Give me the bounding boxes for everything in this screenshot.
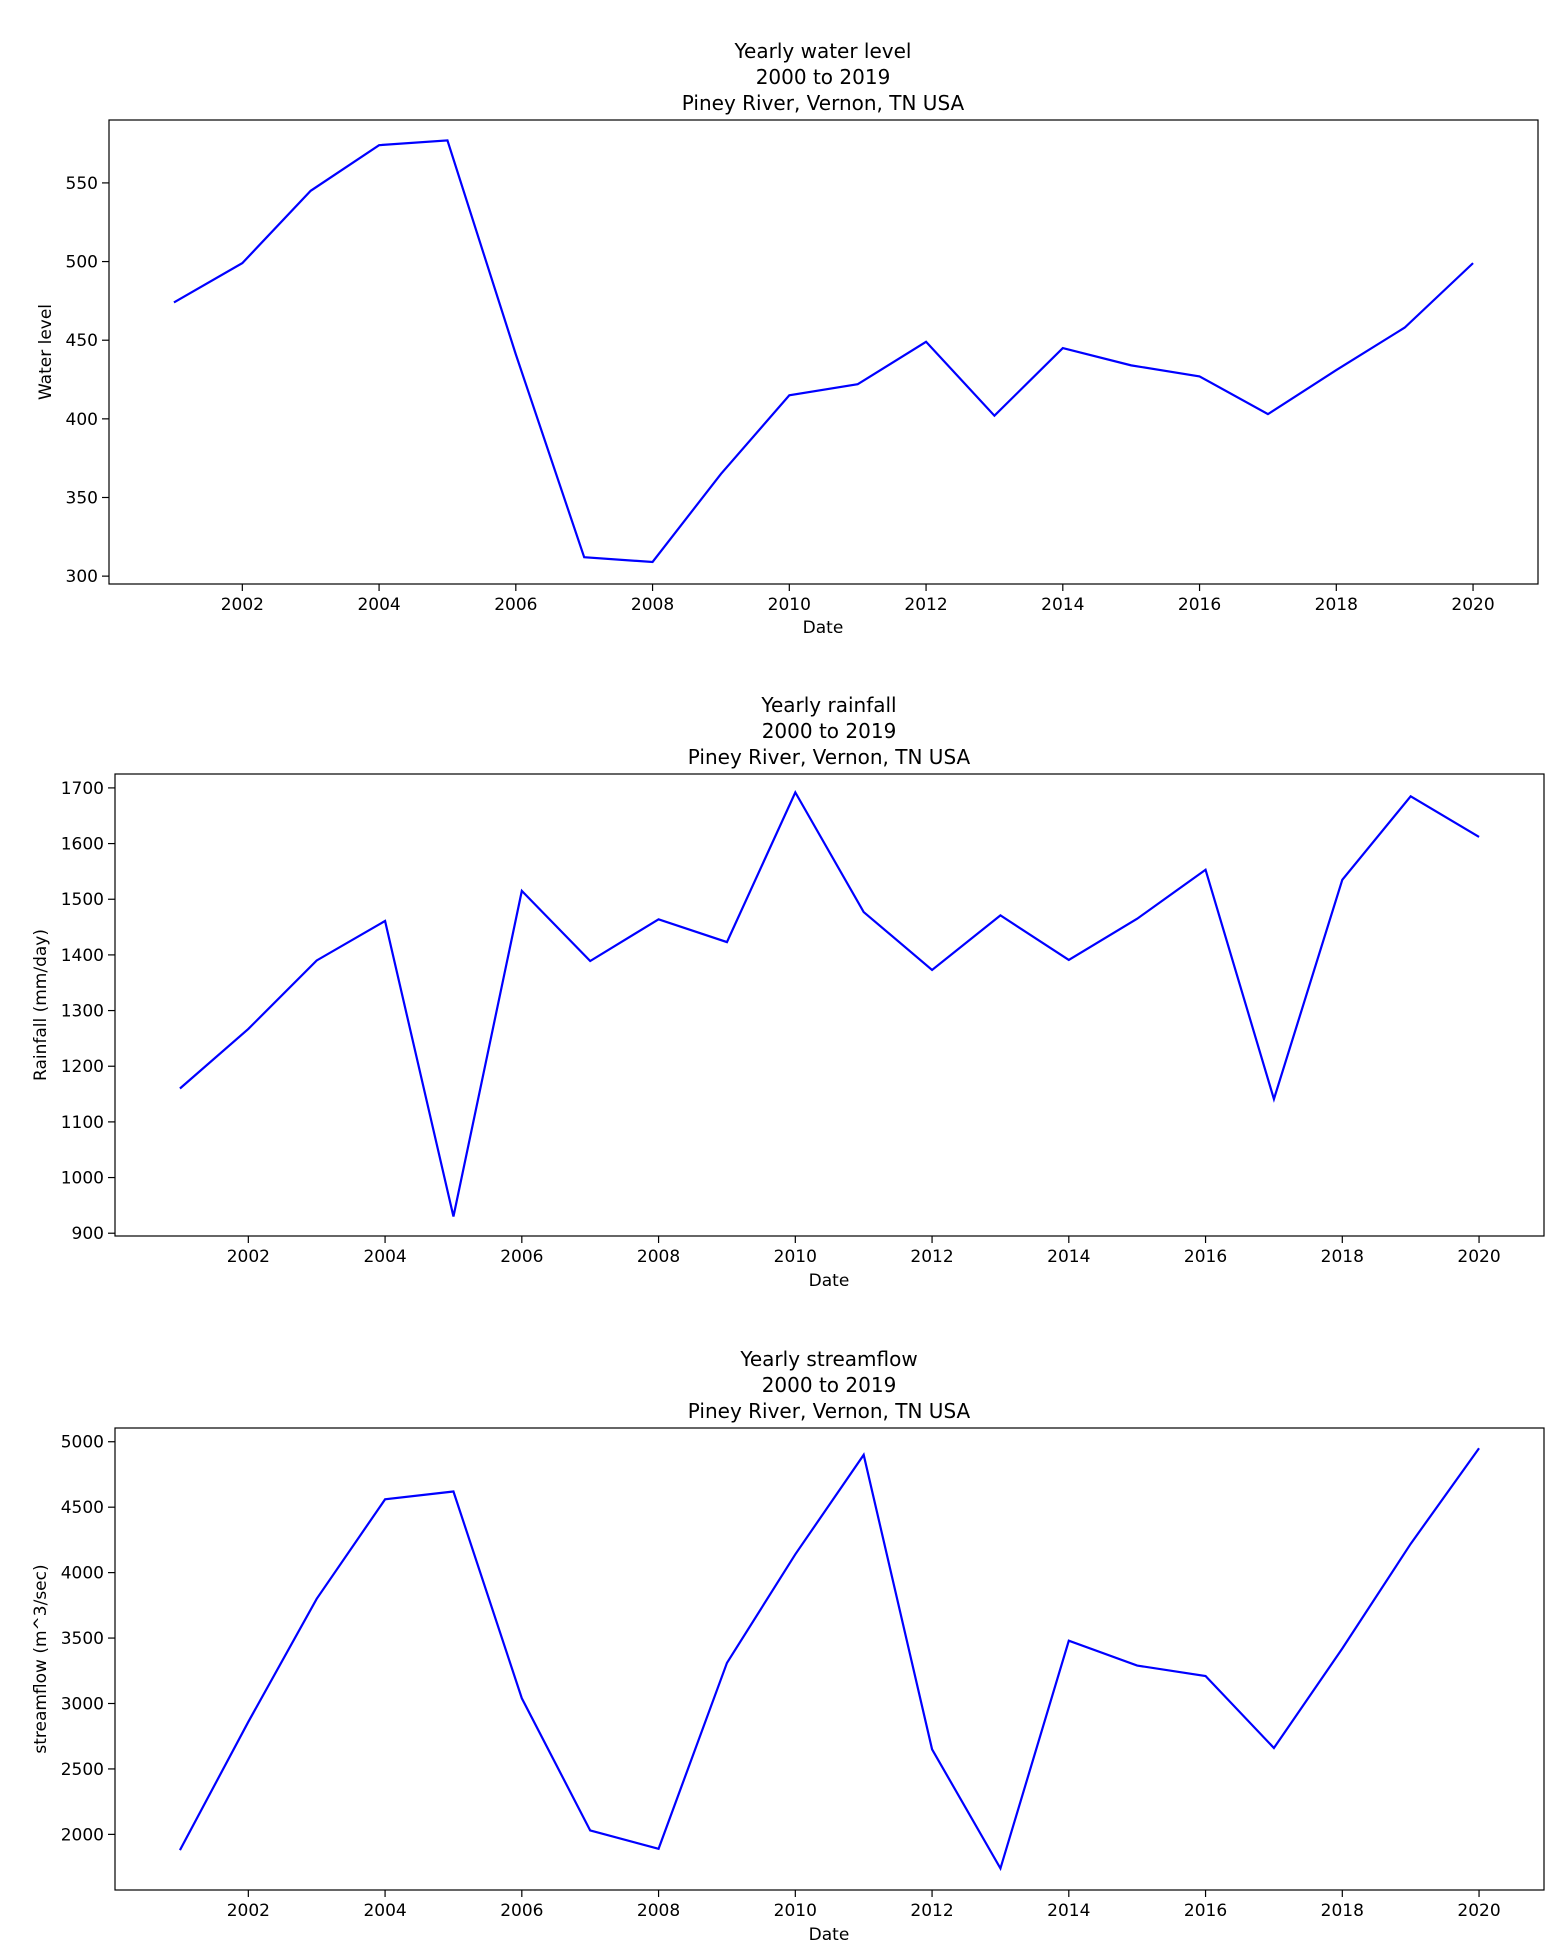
y-axis-label: streamflow (m^3/sec) [31, 1564, 51, 1753]
x-tick-label: 2018 [1315, 595, 1358, 615]
y-tick-label: 300 [66, 567, 98, 587]
y-tick-label: 4000 [61, 1564, 104, 1584]
plot-area-frame [114, 1427, 1545, 1891]
x-tick-label: 2004 [363, 1247, 406, 1267]
x-tick-label: 2020 [1451, 595, 1494, 615]
chart-title: Yearly streamflow [739, 1347, 917, 1371]
x-axis-ticks: 2002 2004 2006 2008 2010 2012 2014 2016 2018 2020 [227, 1236, 1501, 1267]
x-tick-label: 2012 [910, 1901, 953, 1921]
y-tick-label: 400 [66, 410, 98, 430]
y-tick-label: 1700 [61, 779, 104, 799]
x-tick-label: 2012 [910, 1247, 953, 1267]
x-tick-label: 2006 [500, 1901, 543, 1921]
y-axis-label: Water level [36, 304, 56, 400]
chart-title: Yearly rainfall [760, 693, 896, 717]
x-axis-ticks: 2002 2004 2006 2008 2010 2012 2014 2016 2018 2020 [221, 584, 1495, 615]
x-tick-label: 2014 [1041, 595, 1084, 615]
y-tick-label: 4500 [61, 1498, 104, 1518]
y-tick-label: 550 [66, 174, 98, 194]
x-tick-label: 2016 [1184, 1901, 1227, 1921]
y-tick-label: 3000 [61, 1694, 104, 1714]
chart-subtitle-line-2: Piney River, Vernon, TN USA [688, 745, 971, 769]
y-tick-label: 900 [72, 1224, 104, 1244]
x-axis-label: Date [809, 1271, 850, 1291]
y-tick-label: 1100 [61, 1113, 104, 1133]
x-tick-label: 2002 [227, 1247, 270, 1267]
y-tick-label: 1400 [61, 946, 104, 966]
x-tick-label: 2008 [631, 595, 674, 615]
x-tick-label: 2006 [500, 1247, 543, 1267]
y-tick-label: 2500 [61, 1760, 104, 1780]
series-line [173, 139, 1474, 564]
x-axis-ticks: 2002 2004 2006 2008 2010 2012 2014 2016 2018 2020 [227, 1890, 1501, 1921]
x-tick-label: 2014 [1047, 1901, 1090, 1921]
plot-area-frame [114, 773, 1545, 1237]
x-tick-label: 2010 [774, 1901, 817, 1921]
y-tick-label: 450 [66, 331, 98, 351]
y-tick-label: 5000 [61, 1433, 104, 1453]
x-tick-label: 2010 [774, 1247, 817, 1267]
x-tick-label: 2002 [221, 595, 264, 615]
x-tick-label: 2014 [1047, 1247, 1090, 1267]
x-axis-label: Date [809, 1925, 850, 1945]
series-layer [178, 1447, 1480, 1872]
y-tick-label: 1500 [61, 890, 104, 910]
chart-subtitle-line-2: Piney River, Vernon, TN USA [682, 91, 965, 115]
x-tick-label: 2008 [637, 1901, 680, 1921]
y-tick-label: 2000 [61, 1825, 104, 1845]
x-tick-label: 2020 [1457, 1247, 1500, 1267]
rainfall-chart: Yearly rainfall 2000 to 2019 Piney River… [31, 693, 1545, 1291]
series-layer [173, 139, 1474, 564]
series-line [179, 789, 1480, 1217]
x-tick-label: 2010 [768, 595, 811, 615]
x-tick-label: 2004 [363, 1901, 406, 1921]
y-tick-label: 350 [66, 488, 98, 508]
x-tick-label: 2004 [357, 595, 400, 615]
x-tick-label: 2002 [227, 1901, 270, 1921]
x-tick-label: 2006 [494, 595, 537, 615]
y-axis-ticks: 300 350 400 450 500 550 [66, 174, 109, 587]
y-tick-label: 1300 [61, 1002, 104, 1022]
series-layer [179, 789, 1480, 1217]
y-tick-label: 3500 [61, 1629, 104, 1649]
plot-area-frame [108, 119, 1539, 585]
chart-subtitle-line-1: 2000 to 2019 [756, 65, 891, 89]
chart-title: Yearly water level [734, 39, 912, 63]
x-tick-label: 2020 [1457, 1901, 1500, 1921]
streamflow-chart: Yearly streamflow 2000 to 2019 Piney Riv… [31, 1347, 1545, 1945]
chart-subtitle-line-1: 2000 to 2019 [762, 1373, 897, 1397]
x-tick-label: 2008 [637, 1247, 680, 1267]
x-tick-label: 2018 [1321, 1901, 1364, 1921]
y-tick-label: 1600 [61, 835, 104, 855]
x-tick-label: 2016 [1178, 595, 1221, 615]
y-axis-label: Rainfall (mm/day) [31, 929, 51, 1081]
x-tick-label: 2018 [1321, 1247, 1364, 1267]
y-tick-label: 1200 [61, 1057, 104, 1077]
y-tick-label: 500 [66, 253, 98, 273]
y-axis-ticks: 900 1000 1100 1200 1300 1400 1500 1600 1700 [61, 779, 115, 1244]
water-level-chart: Yearly water level 2000 to 2019 Piney Ri… [36, 39, 1539, 638]
x-tick-label: 2016 [1184, 1247, 1227, 1267]
chart-subtitle-line-2: Piney River, Vernon, TN USA [688, 1399, 971, 1423]
x-tick-label: 2012 [904, 595, 947, 615]
chart-subtitle-line-1: 2000 to 2019 [762, 719, 897, 743]
y-axis-ticks: 2000 2500 3000 3500 4000 4500 5000 [61, 1433, 115, 1845]
x-axis-label: Date [803, 618, 844, 638]
series-line [178, 1447, 1480, 1872]
y-tick-label: 1000 [61, 1169, 104, 1189]
